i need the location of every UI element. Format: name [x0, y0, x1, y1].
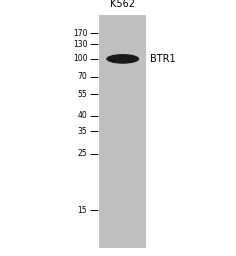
Text: 170: 170	[73, 29, 87, 38]
Text: 70: 70	[78, 72, 87, 81]
Text: 130: 130	[73, 39, 87, 49]
Ellipse shape	[106, 54, 139, 64]
Text: 25: 25	[78, 149, 87, 158]
Text: K562: K562	[110, 0, 135, 9]
Text: 55: 55	[78, 90, 87, 99]
Text: 15: 15	[78, 206, 87, 215]
Text: 35: 35	[78, 127, 87, 136]
Text: 40: 40	[78, 111, 87, 120]
Text: 100: 100	[73, 54, 87, 63]
Text: BTR1: BTR1	[150, 54, 176, 64]
FancyBboxPatch shape	[99, 15, 146, 248]
